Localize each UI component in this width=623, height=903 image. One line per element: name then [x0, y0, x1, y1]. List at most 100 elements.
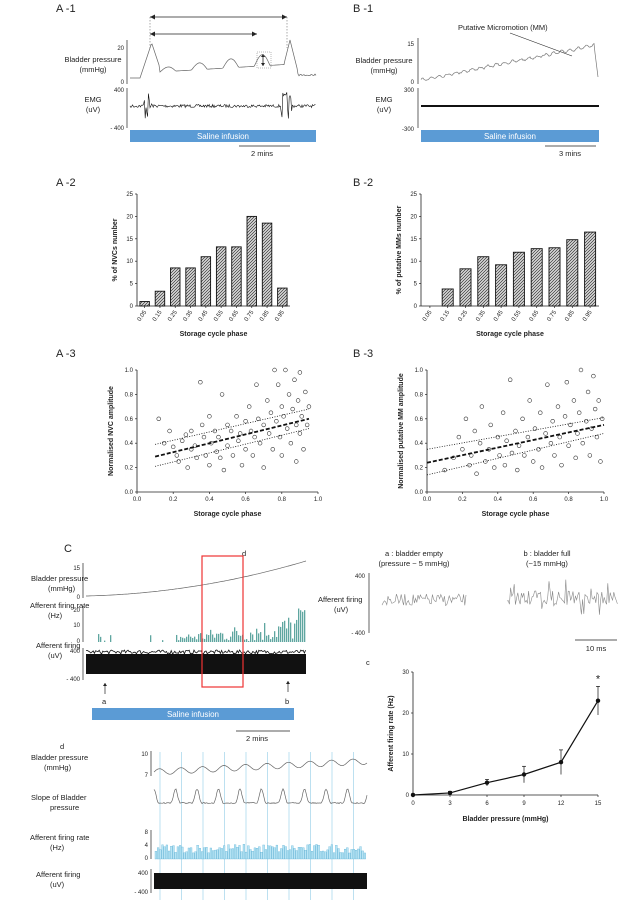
- rate-bin: [178, 640, 180, 642]
- rate-bin: [172, 845, 175, 860]
- x-axis-title: Storage cycle phase: [482, 511, 550, 518]
- rate-bin: [176, 846, 179, 860]
- c-pressure-tick-top: 15: [73, 566, 80, 572]
- c-infusion-label: Saline infusion: [167, 710, 219, 719]
- ab-tick-top: 400: [355, 574, 366, 580]
- rate-bin: [326, 849, 329, 860]
- rate-bin: [267, 845, 270, 860]
- data-point: [575, 431, 580, 436]
- y-axis-title: % of NVCs number: [112, 218, 119, 281]
- y-axis-title: Afferent firing rate (Hz): [388, 695, 395, 771]
- rate-bin: [180, 636, 182, 642]
- panel-a1: A -1 Bladder pressure (mmHg) 20 0 EMG (u…: [56, 3, 317, 158]
- series-line: [412, 700, 599, 796]
- panel-b1: B -1 Putative Micromotion (MM) Bladder p…: [353, 3, 599, 158]
- d-rate-tick-bottom: 0: [145, 856, 149, 862]
- panel-b3-label: B -3: [353, 348, 373, 360]
- data-point: [257, 441, 263, 446]
- y-axis-title: Normalised putative MM amplitude: [398, 373, 405, 489]
- rate-bin: [333, 852, 336, 860]
- data-point: [516, 443, 522, 448]
- data-point: [279, 404, 284, 409]
- rate-bin: [252, 634, 254, 642]
- data-point: [167, 428, 172, 434]
- data-point: [304, 422, 310, 428]
- data-point: [261, 422, 266, 428]
- ci-lower-line: [426, 433, 605, 476]
- panel-c: C d Bladder pressure (mmHg) 15 0 Afferen…: [30, 543, 307, 743]
- data-point: [578, 367, 584, 373]
- data-point: [225, 443, 230, 448]
- d-rate-label: Afferent firing rate: [30, 833, 89, 842]
- data-point: [566, 443, 571, 448]
- d-pressure-tick-top: 10: [141, 752, 148, 758]
- x-tick-label: 0.35: [475, 309, 487, 323]
- rate-bin: [355, 850, 358, 860]
- ab-b-title: b : bladder full: [523, 549, 570, 558]
- rate-bin: [284, 620, 286, 642]
- data-point: [594, 434, 600, 440]
- data-point: [268, 410, 274, 415]
- c-pressure-label: Bladder pressure: [31, 574, 88, 583]
- data-point: [225, 422, 230, 428]
- data-point: [201, 434, 207, 440]
- data-point: [550, 419, 555, 424]
- x-tick-label: 0.95: [582, 309, 594, 323]
- data-point: [277, 434, 283, 440]
- y-tick-label: 15: [410, 237, 417, 243]
- b1-mm-annotation: Putative Micromotion (MM): [458, 23, 548, 32]
- rate-bin: [308, 844, 311, 860]
- rate-bin: [290, 622, 292, 642]
- data-point: [180, 438, 185, 443]
- x-axis-title: Storage cycle phase: [476, 331, 544, 338]
- d-slope-label-2: pressure: [50, 803, 79, 812]
- rate-bin: [110, 635, 112, 642]
- rate-bin: [244, 639, 246, 642]
- rate-bin: [266, 635, 268, 642]
- a1-infusion-label: Saline infusion: [197, 132, 249, 141]
- data-point: [299, 414, 304, 419]
- x-tick-label: 0.95: [274, 309, 286, 323]
- rate-bin: [280, 848, 283, 860]
- d-pressure-label: Bladder pressure: [31, 753, 88, 762]
- a1-pressure-tick-bottom: 0: [121, 80, 125, 86]
- rate-bin: [251, 850, 254, 860]
- ab-scale-label: 10 ms: [586, 644, 607, 653]
- rate-bin: [302, 611, 304, 642]
- data-point: [250, 453, 256, 458]
- data-point: [488, 422, 493, 428]
- regression-line: [426, 424, 605, 464]
- c-rate-label: Afferent firing rate: [30, 601, 89, 610]
- bar: [495, 264, 508, 307]
- data-point: [596, 398, 601, 403]
- c-rate-tick-bottom: 0: [77, 639, 81, 645]
- rate-bin: [262, 844, 265, 860]
- data-point: [306, 404, 312, 409]
- rate-bin: [273, 847, 276, 860]
- bar: [548, 247, 561, 307]
- data-point: [171, 444, 176, 450]
- rate-bin: [240, 635, 242, 642]
- rate-bin: [258, 633, 260, 642]
- rate-bin: [278, 851, 281, 860]
- rate-bin: [236, 847, 239, 860]
- y-tick-label: 0.4: [125, 441, 134, 447]
- rate-bin: [203, 847, 206, 860]
- rate-bin: [247, 845, 250, 860]
- bar: [246, 215, 257, 307]
- bar: [584, 231, 597, 307]
- rate-bin: [220, 848, 223, 860]
- rate-bin: [286, 850, 289, 860]
- y-axis-title: % of putative MMs number: [396, 205, 403, 294]
- rate-bin: [154, 851, 157, 860]
- d-rate-tick-mid: 4: [145, 843, 149, 849]
- rate-bin: [224, 639, 226, 642]
- data-point: [538, 410, 543, 415]
- rate-bin: [296, 619, 298, 642]
- rate-bin: [363, 852, 366, 860]
- x-tick-label: 1.0: [314, 497, 323, 503]
- c-firing-label: Afferent firing: [36, 641, 80, 650]
- rate-bin: [234, 627, 236, 642]
- significance-marker: *: [596, 673, 601, 685]
- rate-bin: [212, 634, 214, 642]
